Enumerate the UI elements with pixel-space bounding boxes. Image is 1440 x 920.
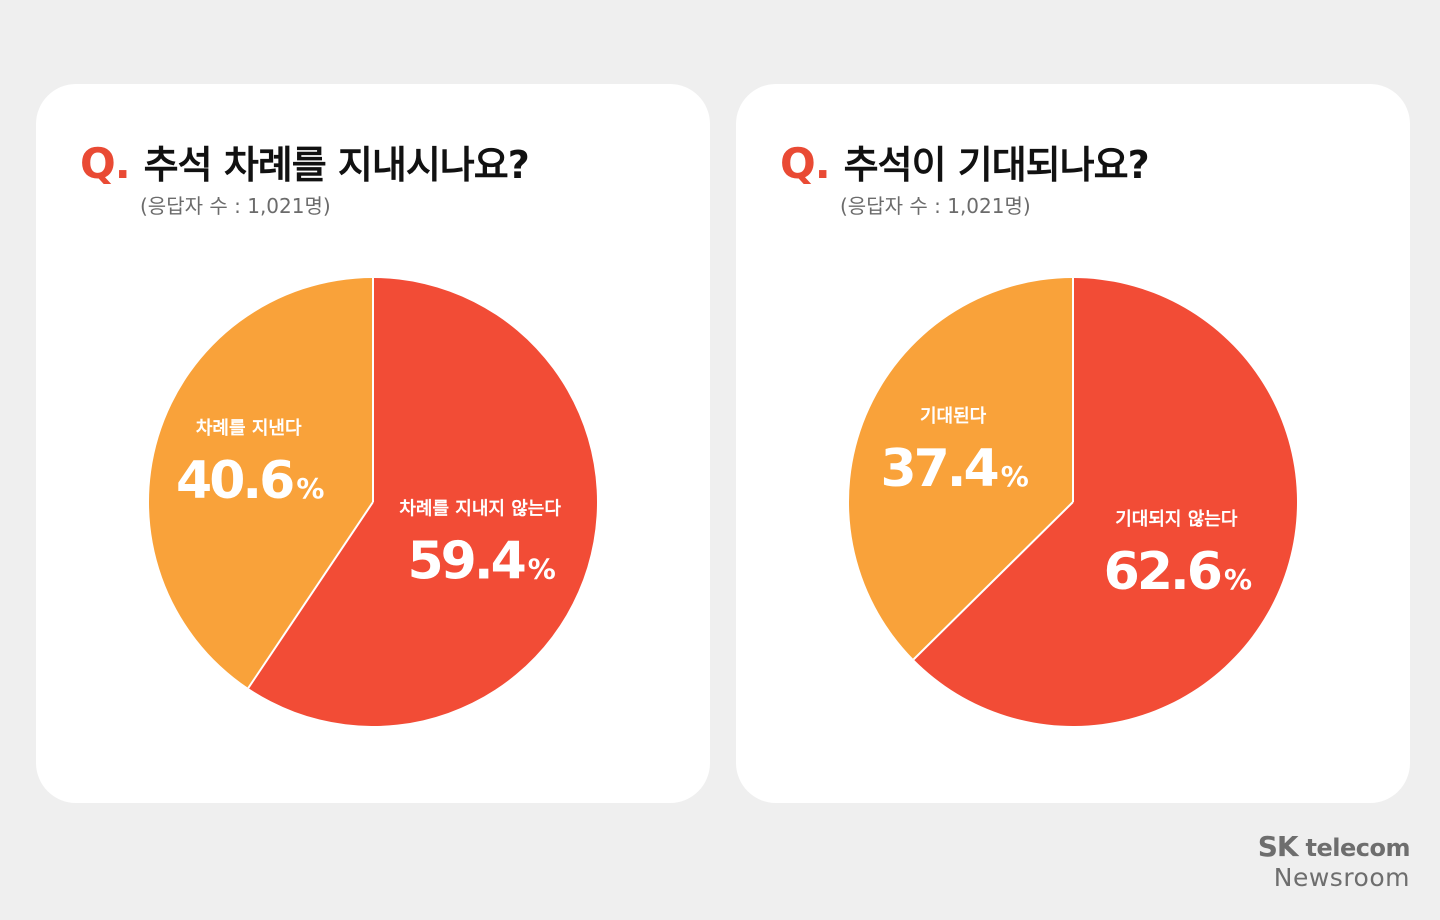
pie-slice: [148, 278, 373, 689]
slice-label: 차례를 지내지 않는다: [399, 499, 561, 520]
chart-subtitle: (응답자 수 : 1,021명): [840, 194, 1031, 218]
brand-sk: SK: [1257, 830, 1299, 863]
question-mark: Q.: [80, 139, 131, 188]
slice-label: 기대되지 않는다: [1115, 509, 1238, 530]
question-row: Q. 추석이 기대되나요?: [780, 134, 1150, 189]
brand-logo: SK telecom Newsroom: [1257, 830, 1411, 893]
survey-card-rites: Q. 추석 차례를 지내시나요? (응답자 수 : 1,021명) 차례를 지내…: [36, 84, 710, 803]
slice-value: 59.4%: [407, 532, 555, 592]
slice-divider: [912, 501, 1074, 661]
chart-subtitle: (응답자 수 : 1,021명): [140, 194, 331, 218]
slice-divider: [247, 501, 374, 689]
slice-value: 40.6%: [176, 451, 324, 511]
brand-telecom: telecom: [1305, 834, 1411, 862]
pie-chart: 차례를 지내지 않는다 59.4 % 차례를 지낸다 40.6%: [148, 278, 597, 726]
slice-label: 차례를 지낸다: [196, 418, 302, 439]
brand-newsroom: Newsroom: [1273, 863, 1410, 892]
pie-slice: [913, 278, 1297, 727]
chart-title: 추석이 기대되나요?: [843, 143, 1150, 187]
pie-slice: [248, 278, 597, 726]
slice-label: 기대된다: [920, 406, 987, 427]
survey-card-expectation: Q. 추석이 기대되나요? (응답자 수 : 1,021명) 기대되지 않는다 6…: [736, 84, 1410, 803]
question-mark: Q.: [780, 139, 831, 188]
chart-title: 추석 차례를 지내시나요?: [143, 143, 530, 187]
pie-slice: [849, 278, 1073, 660]
question-row: Q. 추석 차례를 지내시나요?: [80, 134, 530, 189]
